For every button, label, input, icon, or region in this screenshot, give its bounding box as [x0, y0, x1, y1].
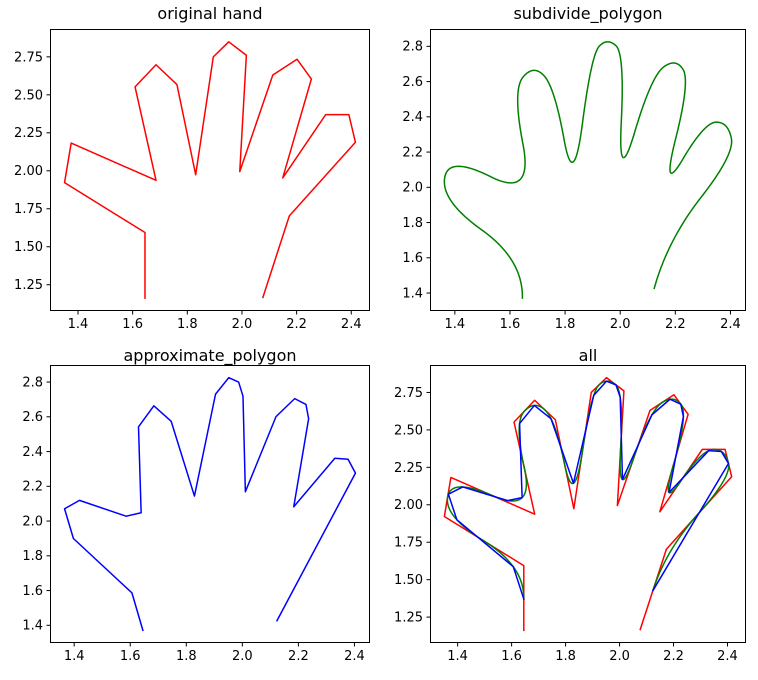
x-tick-label: 2.0 [609, 649, 630, 664]
y-tick-label: 1.6 [402, 251, 423, 266]
y-tick-label: 2.4 [22, 445, 43, 460]
y-tick-label: 1.75 [14, 202, 43, 217]
subplot-title-subdivide-polygon: subdivide_polygon [513, 4, 663, 23]
subplot-title-all: all [578, 346, 598, 365]
x-tick-label: 2.4 [720, 317, 741, 332]
series-line-original [63, 41, 357, 299]
x-tick-label: 1.8 [555, 317, 576, 332]
x-tick-label: 1.6 [122, 317, 143, 332]
y-tick-label: 2.50 [14, 88, 43, 103]
y-tick-label: 2.8 [402, 40, 423, 55]
subplot-approximate-polygon: approximate_polygon 1.4 1.6 1.8 2.0 2.2 2.4 1.… [0, 340, 379, 680]
y-tick-label: 1.75 [394, 536, 423, 551]
x-tick-label: 1.6 [120, 649, 141, 664]
y-tick-label: 1.25 [394, 611, 423, 626]
axes-original-hand: 1.4 1.6 1.8 2.0 2.2 2.4 1.25 1.50 1.75 2.00 2.25 2.… [14, 29, 370, 332]
axes-all: 1.4 1.6 1.8 2.0 2.2 2.4 1.25 1.50 1.75 2.00 2.25 2.… [394, 365, 746, 664]
x-tick-label: 2.4 [341, 317, 362, 332]
x-tick-label: 1.4 [64, 649, 85, 664]
x-tick-label: 1.8 [555, 649, 576, 664]
x-tick-label: 1.8 [177, 317, 198, 332]
y-tick-label: 2.0 [22, 514, 43, 529]
series-line-approximated [447, 380, 730, 600]
x-tick-label: 2.0 [232, 649, 253, 664]
x-tick-label: 1.6 [500, 317, 521, 332]
x-tick-label: 2.4 [344, 649, 365, 664]
y-tick-label: 1.25 [14, 278, 43, 293]
series-line-subdivided [443, 41, 733, 299]
x-tick-label: 1.6 [501, 649, 522, 664]
y-tick-label: 1.8 [402, 216, 423, 231]
y-tick-label: 2.2 [402, 145, 423, 160]
subplot-original-hand: original hand 1.4 1.6 1.8 2.0 2.2 2.4 1.25 1.50… [0, 0, 379, 340]
y-tick-label: 2.25 [394, 461, 423, 476]
x-tick-label: 2.2 [663, 649, 684, 664]
y-tick-label: 2.4 [402, 110, 423, 125]
x-tick-label: 1.4 [445, 317, 466, 332]
y-tick-label: 2.00 [394, 498, 423, 513]
y-tick-label: 1.4 [22, 619, 43, 634]
y-tick-label: 2.8 [22, 375, 43, 390]
y-tick-label: 1.50 [14, 240, 43, 255]
axes-spines [430, 29, 746, 311]
subplot-title-approximate-polygon: approximate_polygon [123, 346, 297, 365]
y-tick-label: 1.50 [394, 573, 423, 588]
subplot-title-original-hand: original hand [157, 4, 263, 23]
y-tick-label: 2.00 [14, 164, 43, 179]
subplot-subdivide-polygon: subdivide_polygon 1.4 1.6 1.8 2.0 2.2 2.4 1.4 1… [379, 0, 758, 340]
x-tick-label: 1.4 [447, 649, 468, 664]
y-tick-label: 1.6 [22, 584, 43, 599]
y-tick-label: 2.2 [22, 480, 43, 495]
y-tick-label: 2.50 [394, 423, 423, 438]
y-tick-label: 2.25 [14, 126, 43, 141]
x-tick-label: 2.2 [286, 317, 307, 332]
x-tick-label: 1.8 [176, 649, 197, 664]
y-tick-label: 2.75 [14, 50, 43, 65]
axes-approximate-polygon: 1.4 1.6 1.8 2.0 2.2 2.4 1.4 1.6 1.8 2.0 2.2 2.4 2.6 2… [22, 365, 370, 664]
y-tick-label: 2.75 [394, 386, 423, 401]
y-tick-label: 2.6 [402, 75, 423, 90]
x-tick-label: 2.4 [717, 649, 738, 664]
x-tick-label: 2.2 [665, 317, 686, 332]
axes-spines [430, 365, 746, 643]
y-tick-label: 2.6 [22, 410, 43, 425]
y-tick-label: 1.4 [402, 286, 423, 301]
axes-spines [50, 365, 370, 643]
subplot-all: all 1.4 1.6 1.8 2.0 2.2 2.4 1.25 1.50 1.75 2.00 2.… [379, 340, 758, 680]
series-line-approximated [63, 376, 357, 632]
x-tick-label: 2.2 [288, 649, 309, 664]
x-tick-label: 2.0 [610, 317, 631, 332]
y-tick-label: 1.8 [22, 549, 43, 564]
axes-subdivide-polygon: 1.4 1.6 1.8 2.0 2.2 2.4 1.4 1.6 1.8 2.0 2.2 2.4 2.6 2… [402, 29, 746, 332]
x-tick-label: 1.4 [68, 317, 89, 332]
x-tick-label: 2.0 [232, 317, 253, 332]
axes-spines [50, 29, 370, 311]
y-tick-label: 2.0 [402, 181, 423, 196]
